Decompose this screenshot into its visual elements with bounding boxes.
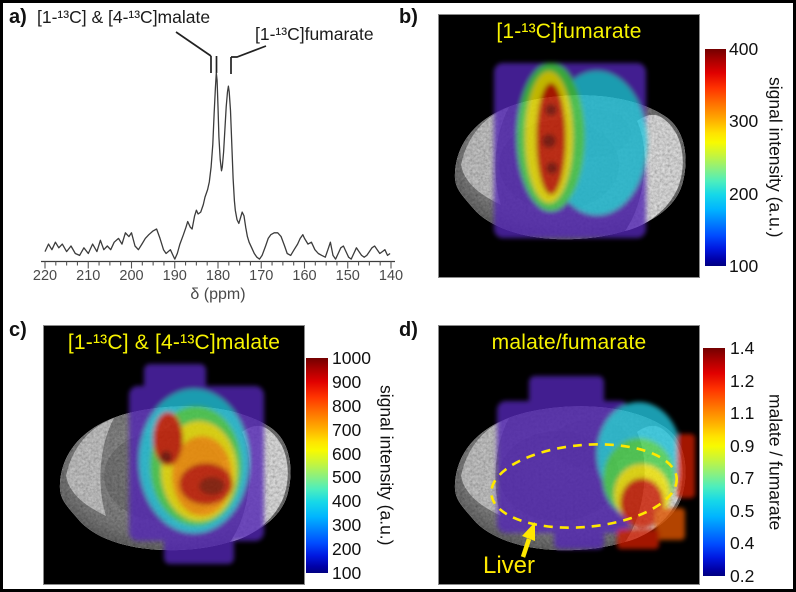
panel-d-label: d) <box>399 319 418 341</box>
mri-image-ratio: Liver <box>454 376 695 579</box>
panel-d-image: Liver malate/fumarate <box>438 325 700 585</box>
colorbar-d-label: malate / fumarate <box>765 393 786 531</box>
colorbar-d-ticks: 1.4 1.2 1.1 0.9 0.7 0.5 0.4 0.2 <box>730 339 764 585</box>
colorbar-tick-label: 900 <box>332 371 362 392</box>
malate-pointer-line <box>175 31 212 57</box>
colorbar-tick-label: 0.4 <box>730 533 755 554</box>
heatmap-overlay-fumarate <box>494 63 647 238</box>
colorbar-tick-label: 600 <box>332 443 362 464</box>
x-axis-tick-label: 210 <box>76 268 101 284</box>
colorbar-tick-label: 400 <box>332 491 362 512</box>
liver-arrow-shaft <box>520 538 532 558</box>
x-axis-tick-label: 200 <box>119 268 144 284</box>
panel-b-label: b) <box>399 6 418 28</box>
spectrum-trace-and-axis <box>41 72 395 269</box>
panel-b-title: [1-¹³C]fumarate <box>496 20 642 43</box>
liver-arrow-head <box>522 522 535 541</box>
colorbar-tick-label: 0.7 <box>730 468 755 489</box>
colorbar-tick-label: 800 <box>332 395 362 416</box>
mri-image-malate <box>59 364 291 564</box>
liver-outline <box>489 443 679 529</box>
heatmap-overlay-malate <box>129 364 264 564</box>
panel-b-image: [1-¹³C]fumarate <box>438 14 700 278</box>
liver-label: Liver <box>483 552 535 579</box>
colorbar-tick-label: 100 <box>729 255 759 276</box>
fumarate-pointer-line <box>231 45 267 58</box>
colorbar-tick-label: 100 <box>332 562 362 583</box>
colorbar-tick-label: 0.5 <box>730 500 755 521</box>
x-axis-tick-label: 220 <box>32 268 58 284</box>
colorbar-tick-label: 1.2 <box>730 370 755 391</box>
panel-c-title: [1-¹³C] & [4-¹³C]malate <box>67 331 281 354</box>
colorbar-b <box>705 49 726 266</box>
colorbar-tick-label: 1.1 <box>730 403 755 424</box>
colorbar-tick-label: 0.9 <box>730 435 755 456</box>
x-axis-tick-label: 160 <box>292 268 317 284</box>
colorbar-tick-label: 200 <box>332 539 362 559</box>
x-axis-tick-label: 140 <box>378 268 404 284</box>
colorbar-tick-label: 700 <box>332 419 362 440</box>
colorbar-d <box>703 348 725 576</box>
panel-c-label: c) <box>9 319 27 341</box>
x-axis-tick-label: 180 <box>205 268 231 284</box>
colorbar-c-ticks: 1000 900 800 700 600 500 400 300 200 100 <box>332 349 372 582</box>
liver-annotation: Liver <box>483 443 679 579</box>
x-axis-label: δ (ppm) <box>190 286 246 303</box>
colorbar-tick-label: 300 <box>729 111 759 132</box>
colorbar-tick-label: 0.2 <box>730 565 755 586</box>
mri-image-fumarate <box>454 63 686 240</box>
colorbar-tick-label: 400 <box>729 39 759 59</box>
fumarate-peak-label: [1-¹³C]fumarate <box>255 24 374 44</box>
heatmap-overlay-ratio <box>497 376 695 549</box>
x-axis-tick-label: 150 <box>335 268 360 284</box>
peak-pointer-lines <box>175 31 267 74</box>
malate-peak-label: [1-¹³C] & [4-¹³C]malate <box>37 7 211 27</box>
panel-a-label: a) <box>9 6 27 28</box>
colorbar-tick-label: 1000 <box>332 348 371 368</box>
colorbar-c-label: signal intensity (a.u.) <box>376 385 397 546</box>
colorbar-tick-label: 500 <box>332 467 362 488</box>
x-axis-tick-label: 190 <box>162 268 187 284</box>
colorbar-b-label: signal intensity (a.u.) <box>765 77 786 238</box>
colorbar-c <box>306 358 328 573</box>
x-axis-tick-label: 170 <box>249 268 274 284</box>
panel-c-image: [1-¹³C] & [4-¹³C]malate <box>43 325 305 585</box>
panel-d-title: malate/fumarate <box>491 331 647 354</box>
colorbar-tick-label: 200 <box>729 183 759 204</box>
colorbar-tick-label: 1.4 <box>730 338 755 358</box>
colorbar-b-ticks: 400 300 200 100 <box>729 40 767 275</box>
nmr-spectrum <box>41 31 395 269</box>
colorbar-tick-label: 300 <box>332 515 362 536</box>
x-axis-tick-labels: 220 210 200 190 180 170 160 150 140 <box>3 268 423 286</box>
